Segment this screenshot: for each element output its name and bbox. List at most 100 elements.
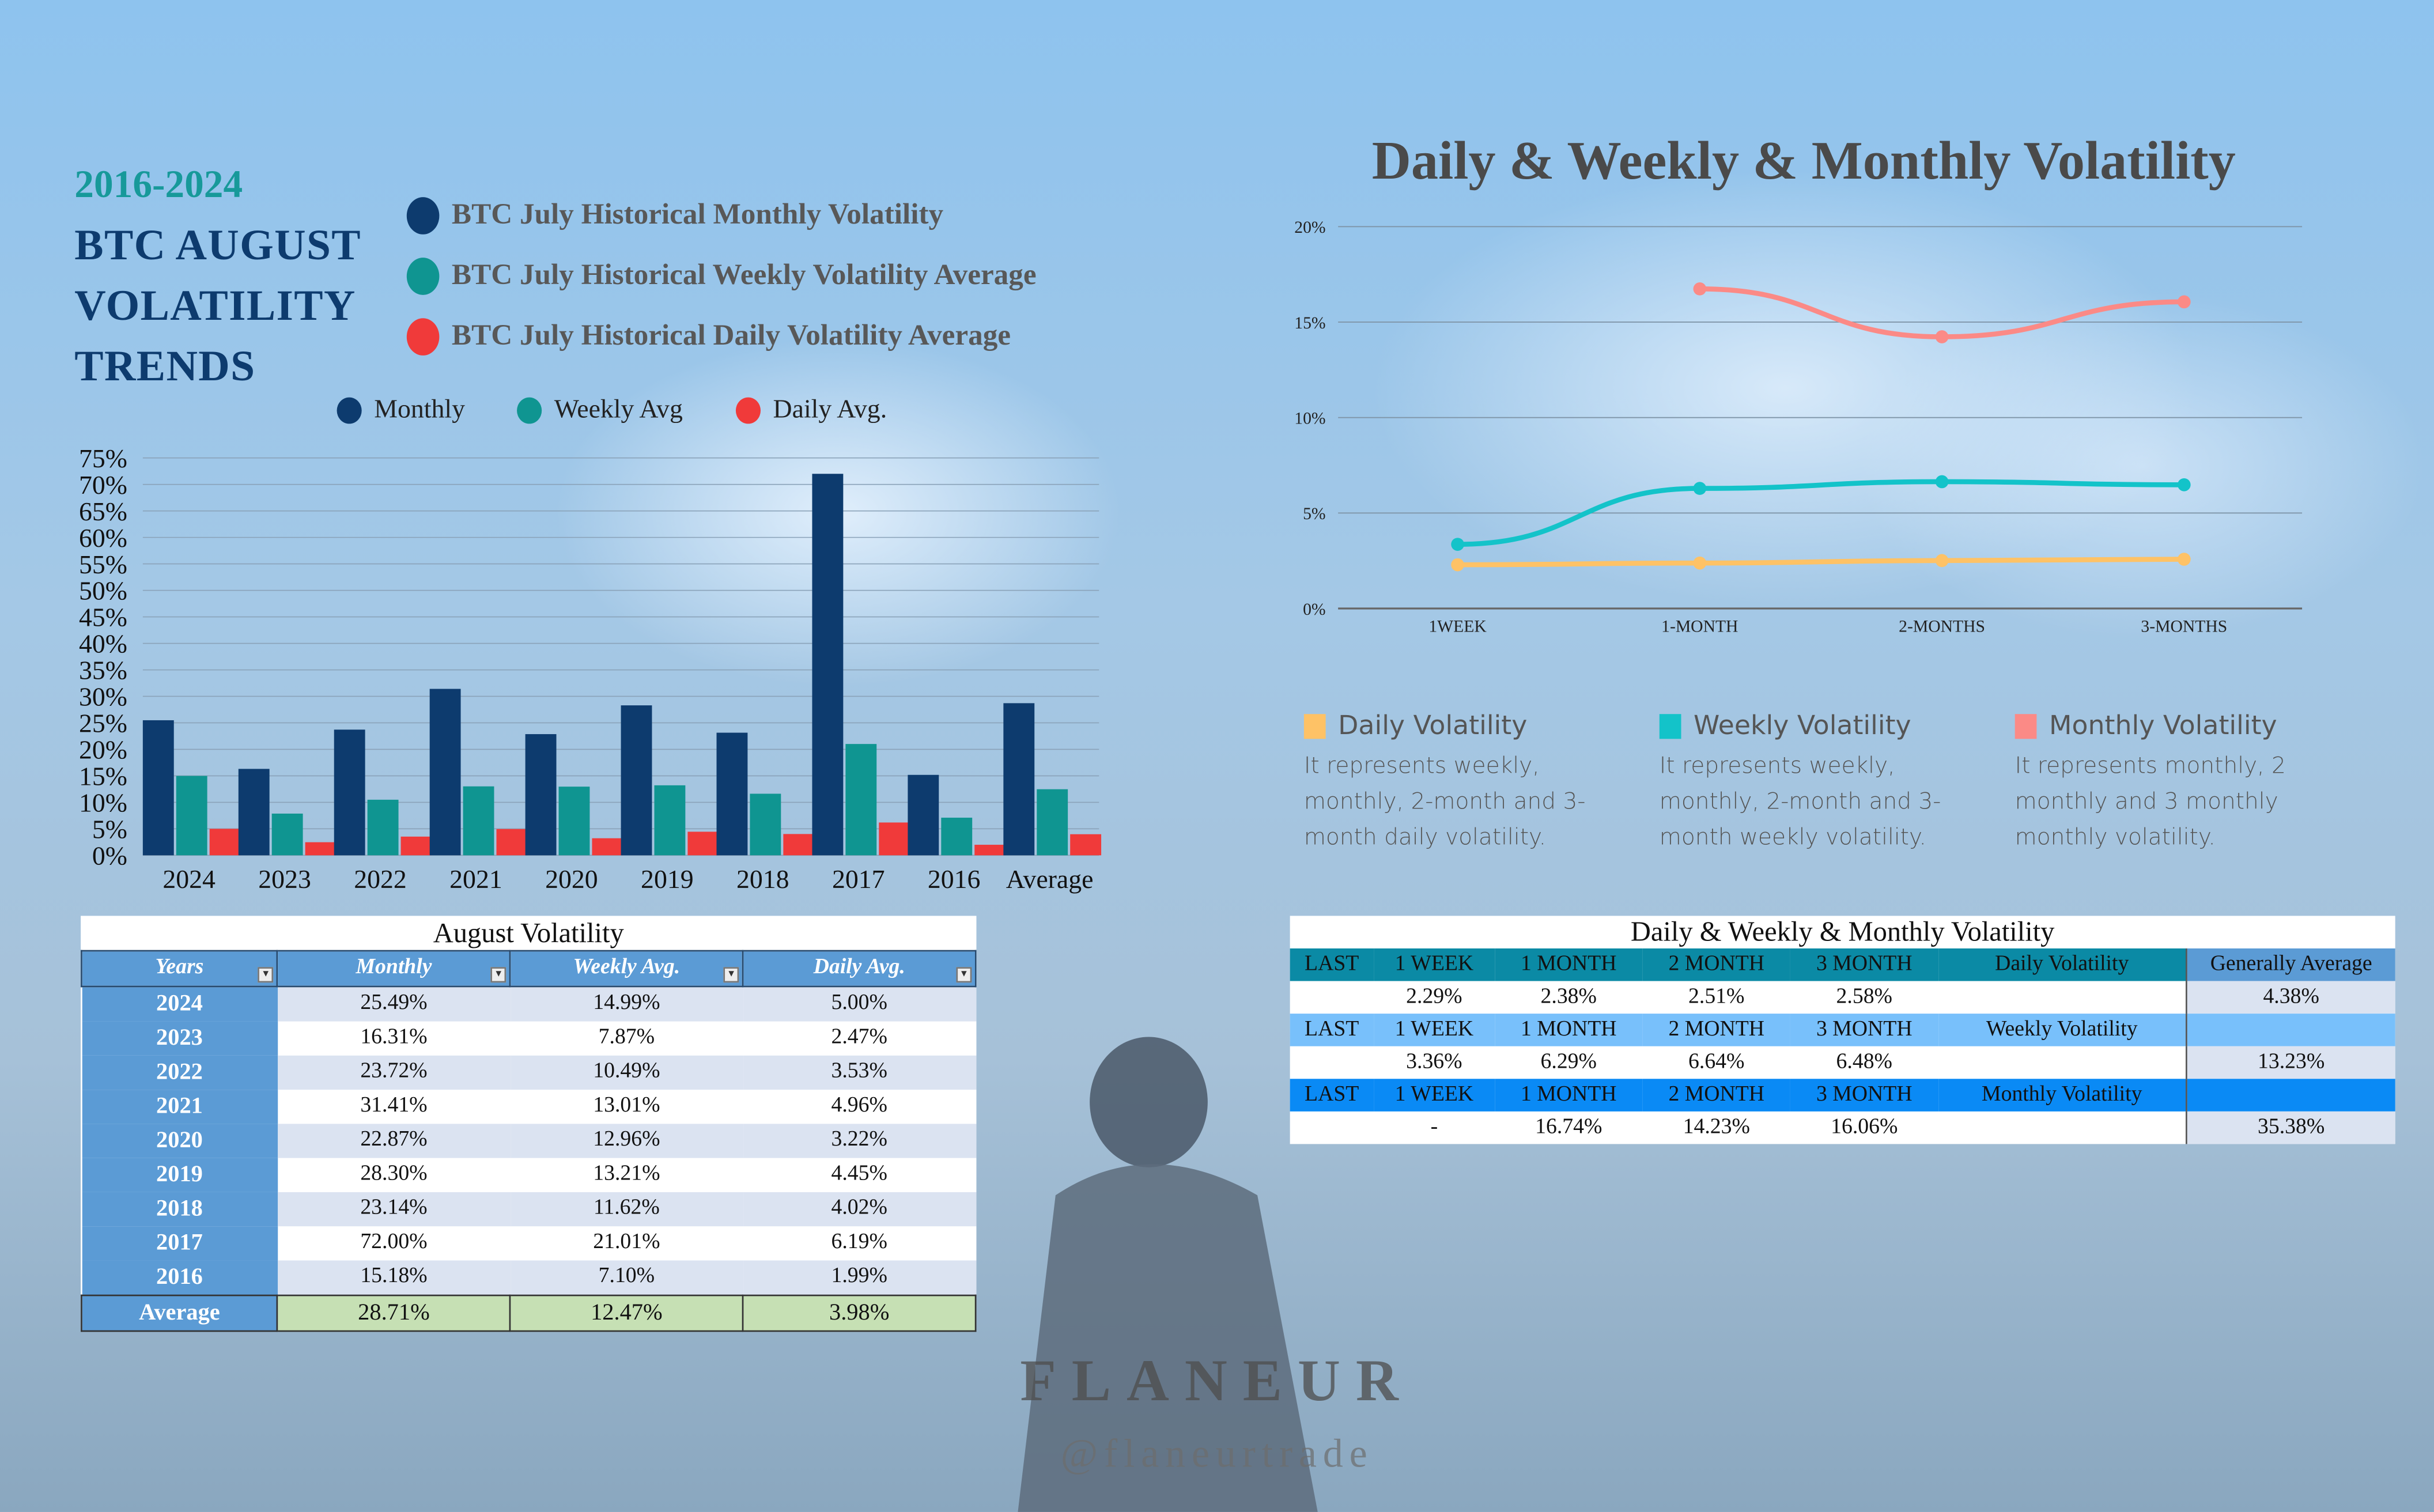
y-tick-label: 10% (79, 788, 127, 818)
cell-value: 6.19% (831, 1231, 887, 1254)
legend-swatch-icon (2015, 714, 2037, 739)
row-label: Average (81, 1294, 278, 1332)
header-cell: Daily Volatility (1938, 948, 2187, 981)
august-volatility-table: August Volatility Years ▼ Monthly ▼ Weekly… (81, 916, 977, 1332)
value-cell: 14.23% (1683, 1115, 1750, 1139)
header-row: LAST 1 WEEK 1 MONTH 2 MONTH 3 MONTH Monthly V… (1290, 1079, 2395, 1112)
bar-daily-avg--2019 (687, 831, 719, 856)
cell-value: 10.49% (510, 1055, 743, 1090)
bar-weekly-avg-2021 (463, 786, 494, 856)
header-cell: LAST (1290, 1014, 1374, 1046)
column-header-daily[interactable]: Daily Avg. ▼ (742, 950, 977, 988)
x-tick-label: 2021 (449, 864, 502, 894)
y-tick-label: 40% (79, 629, 127, 659)
value-row: 3.36% 6.29% 6.64% 6.48% 13.23% (1290, 1046, 2395, 1079)
bar-monthly-average (1003, 703, 1035, 856)
legend-weekly-volatility-card: Weekly Volatility It represents weekly, m… (1659, 711, 1986, 857)
header-cell: 3 MONTH (1790, 1014, 1938, 1046)
row-year: 2024 (81, 986, 278, 1022)
header-cell: 1 WEEK (1373, 1079, 1495, 1112)
general-average-value: 4.38% (2186, 981, 2395, 1014)
cell-value: 13.01% (593, 1094, 660, 1118)
cell-value: 25.49% (277, 986, 511, 1022)
general-average-header (2186, 1014, 2395, 1046)
bar-monthly-2020 (525, 734, 557, 856)
bar-weekly-avg-2024 (176, 776, 207, 856)
cell-value: 15.18% (277, 1260, 511, 1296)
bar-weekly-avg-2016 (941, 818, 973, 856)
table-row: 2024 25.49% 14.99% 5.00% (81, 986, 976, 1022)
cell-value: 21.01% (593, 1231, 660, 1254)
table-row: 2016 15.18% 7.10% 1.99% (81, 1260, 976, 1296)
cell-value: 13.21% (593, 1162, 660, 1186)
main-title-line-3: TRENDS (74, 343, 256, 391)
column-header-years[interactable]: Years ▼ (81, 950, 278, 988)
y-tick-label: 55% (79, 550, 127, 579)
header-row: LAST 1 WEEK 1 MONTH 2 MONTH 3 MONTH Weekly Vo… (1290, 1014, 2395, 1046)
point-monthly-volatility (2178, 295, 2191, 309)
value-cell (1290, 1046, 1374, 1079)
y-tick-label: 20% (1294, 218, 1325, 237)
point-daily-volatility (1935, 554, 1949, 568)
column-header-weekly[interactable]: Weekly Avg. ▼ (509, 950, 744, 988)
cell-monthly: 28.71% (277, 1294, 511, 1332)
value-cell: 6.48% (1836, 1050, 1892, 1073)
legend-label: Daily Avg. (773, 394, 887, 424)
daily-weekly-monthly-table: Daily & Weekly & Monthly Volatility LAST… (1290, 916, 2395, 1144)
header-row: LAST 1 WEEK 1 MONTH 2 MONTH 3 MONTH Daily Vol… (1290, 948, 2395, 981)
header-label: Weekly Avg. (573, 956, 681, 980)
filter-dropdown-icon[interactable]: ▼ (258, 967, 274, 983)
header-cell: 3 MONTH (1790, 1079, 1938, 1112)
legend-label: BTC July Historical Weekly Volatility Av… (451, 259, 1037, 292)
legend-dot-icon (406, 197, 440, 235)
bar-legend-weekly: Weekly Avg (517, 394, 683, 425)
filter-dropdown-icon[interactable]: ▼ (723, 967, 739, 983)
x-tick-label: Average (1006, 864, 1094, 894)
row-year: 2017 (81, 1226, 278, 1261)
legend-monthly-volatility: BTC July Historical Monthly Volatility (406, 197, 943, 235)
value-cell: 2.51% (1688, 985, 1745, 1008)
row-year: 2023 (81, 1021, 278, 1056)
table-row: 2017 72.00% 21.01% 6.19% (81, 1226, 976, 1261)
table-row: 2019 28.30% 13.21% 4.45% (81, 1158, 976, 1192)
row-year: 2019 (81, 1158, 278, 1192)
x-tick-label: 1-MONTH (1661, 617, 1738, 636)
value-cell: 3.36% (1406, 1050, 1462, 1073)
x-tick-label: 2-MONTHS (1899, 617, 1985, 636)
legend-label: Weekly Avg (554, 394, 683, 424)
y-tick-label: 10% (1294, 409, 1325, 428)
general-average-header: Generally Average (2186, 948, 2395, 981)
bar-monthly-2024 (142, 720, 174, 856)
x-tick-label: 2023 (258, 864, 311, 894)
value-cell: 2.38% (1540, 985, 1597, 1008)
bar-monthly-2019 (621, 705, 652, 856)
bar-daily-avg--2020 (592, 838, 623, 856)
cell-value: 22.87% (277, 1124, 511, 1158)
cell-value: 16.31% (360, 1026, 428, 1050)
header-cell: 2 MONTH (1642, 1014, 1791, 1046)
bar-monthly-2018 (716, 732, 748, 856)
legend-daily-volatility: BTC July Historical Daily Volatility Ave… (406, 318, 1011, 356)
column-header-monthly[interactable]: Monthly ▼ (277, 950, 511, 988)
x-tick-label: 2022 (354, 864, 407, 894)
header-cell: 1 WEEK (1373, 1014, 1495, 1046)
value-cell: 6.64% (1688, 1050, 1745, 1073)
y-tick-label: 30% (79, 682, 127, 712)
cell-weekly: 12.47% (509, 1294, 744, 1332)
value-cell (1938, 1046, 2187, 1079)
legend-title: Monthly Volatility (2049, 710, 2277, 742)
header-label: Years (155, 956, 204, 980)
y-tick-label: 5% (1303, 505, 1326, 523)
filter-dropdown-icon[interactable]: ▼ (490, 967, 507, 983)
cell-value: 1.99% (743, 1260, 976, 1296)
filter-dropdown-icon[interactable]: ▼ (956, 967, 972, 983)
bar-weekly-avg-2018 (750, 793, 781, 856)
legend-dot-icon (406, 318, 440, 356)
value-cell (1290, 981, 1374, 1014)
bar-daily-avg--2023 (305, 842, 337, 856)
value-cell: - (1430, 1115, 1438, 1139)
header-cell: 3 MONTH (1790, 948, 1938, 981)
cell-value: 14.99% (510, 986, 743, 1022)
point-weekly-volatility (1693, 482, 1707, 495)
x-tick-label: 2019 (641, 864, 694, 894)
